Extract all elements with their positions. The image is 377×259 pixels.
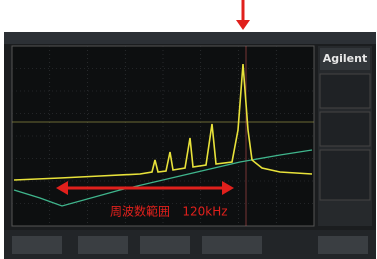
softkey[interactable] [318,236,368,254]
softkey[interactable] [78,236,128,254]
softkey[interactable] [12,236,62,254]
brand: Agilent [323,52,367,65]
softkey[interactable] [140,236,190,254]
panel-box [320,74,370,108]
pointer-arrow-head [236,20,250,30]
oscilloscope-screenshot: 周波数範囲 120kHz Agilent [0,0,377,259]
range-label: 周波数範囲 [110,204,170,219]
softkey[interactable] [202,236,262,254]
status-bar [4,32,376,44]
panel-box [320,150,370,200]
panel-box [320,112,370,146]
range-value: 120kHz [182,205,227,219]
